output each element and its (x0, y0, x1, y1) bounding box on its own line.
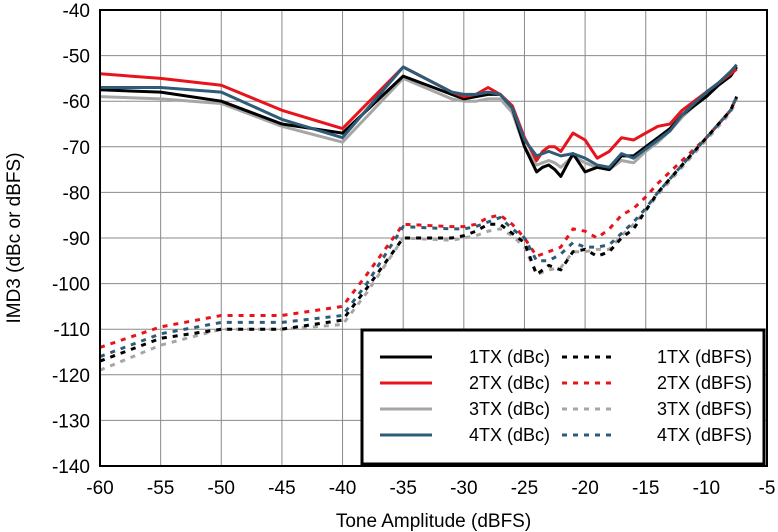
y-tick-label: -140 (52, 457, 90, 478)
legend: 1TX (dBc) 1TX (dBFS) 2TX (dBc) 2TX (dBFS) 3T… (360, 328, 766, 466)
series-line-1tx-dbfs (99, 95, 739, 363)
series-line-2tx-dbfs (99, 95, 739, 349)
y-tick-label: -50 (63, 47, 90, 68)
legend-label: 2TX (dBFS) (657, 373, 752, 393)
legend-label: 1TX (dBFS) (657, 347, 752, 367)
x-axis-title: Tone Amplitude (dBFS) (336, 511, 531, 532)
x-tick-labels: -60 -55 -50 -45 -40 -35 -30 -25 -20 -15 -10 -5 (86, 478, 775, 499)
y-tick-label: -60 (63, 92, 90, 113)
y-axis-title: IMD3 (dBc or dBFS) (4, 152, 25, 323)
y-tick-label: -70 (63, 138, 90, 159)
y-tick-label: -40 (63, 1, 90, 22)
x-tick-label: -10 (693, 478, 720, 499)
series-line-4tx-dbfs (99, 95, 739, 359)
series-line-3tx-dbfs (99, 98, 739, 372)
series-layer (99, 63, 739, 372)
legend-label: 2TX (dBc) (469, 373, 550, 393)
x-tick-label: -40 (329, 478, 356, 499)
y-tick-labels: -40 -50 -60 -70 -80 -90 -100 -110 -120 -130 -140 (52, 1, 90, 478)
plot-frame (99, 9, 768, 467)
x-tick-label: -15 (632, 478, 659, 499)
legend-box (360, 328, 766, 466)
y-tick-label: -100 (52, 275, 90, 296)
x-tick-label: -30 (450, 478, 477, 499)
legend-label: 1TX (dBc) (469, 347, 550, 367)
x-tick-label: -20 (571, 478, 598, 499)
legend-label: 3TX (dBc) (469, 399, 550, 419)
y-tick-label: -120 (52, 366, 90, 387)
x-tick-label: -50 (208, 478, 235, 499)
y-tick-label: -110 (53, 320, 90, 341)
legend-label: 4TX (dBFS) (657, 425, 752, 445)
y-tick-label: -80 (63, 183, 90, 204)
y-tick-label: -90 (63, 229, 90, 250)
legend-label: 3TX (dBFS) (657, 399, 752, 419)
x-tick-label: -25 (511, 478, 538, 499)
x-tick-label: -5 (759, 478, 776, 499)
x-tick-label: -45 (268, 478, 295, 499)
x-tick-label: -35 (389, 478, 416, 499)
legend-label: 4TX (dBc) (469, 425, 550, 445)
series-line-4tx-dbc (100, 63, 738, 169)
y-tick-label: -130 (52, 411, 90, 432)
x-tick-label: -55 (147, 478, 174, 499)
x-tick-label: -60 (86, 478, 113, 499)
